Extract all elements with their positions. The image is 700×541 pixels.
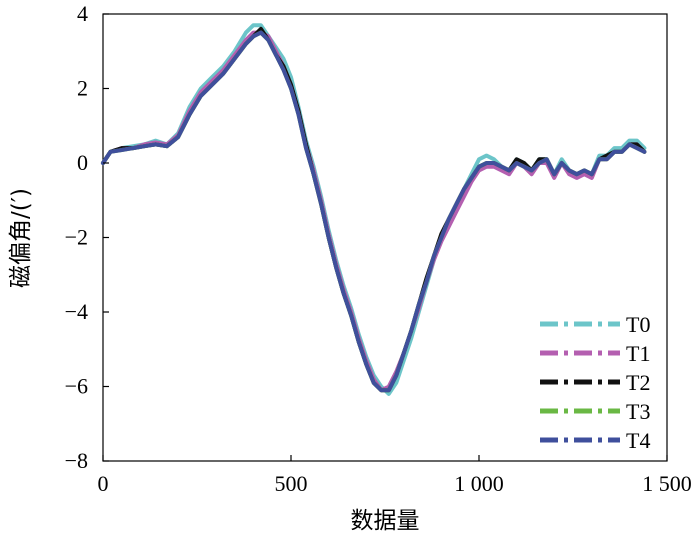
y-tick-label: −4 bbox=[65, 299, 88, 324]
series-line-t2 bbox=[101, 26, 647, 393]
legend-label-t0: T0 bbox=[626, 312, 650, 337]
series-line-t0 bbox=[101, 23, 647, 396]
x-tick-label: 1 000 bbox=[454, 471, 504, 496]
legend-label-t3: T3 bbox=[626, 399, 650, 424]
y-tick-label: 4 bbox=[77, 1, 88, 26]
x-tick-label: 500 bbox=[275, 471, 308, 496]
y-tick-label: −6 bbox=[65, 374, 88, 399]
series-line-t3 bbox=[101, 30, 647, 393]
series-line-t1 bbox=[101, 30, 647, 393]
legend: T0 T1 T2 T3 T4 bbox=[540, 312, 650, 453]
legend-label-t2: T2 bbox=[626, 370, 650, 395]
y-tick-label: 0 bbox=[77, 150, 88, 175]
x-tick-label: 1 500 bbox=[642, 471, 692, 496]
legend-label-t4: T4 bbox=[626, 428, 650, 453]
series-layer bbox=[101, 23, 647, 396]
y-tick-label: −2 bbox=[65, 225, 88, 250]
series-line-t4 bbox=[101, 30, 647, 393]
y-tick-label: −8 bbox=[65, 448, 88, 473]
x-tick-label: 0 bbox=[98, 471, 109, 496]
x-axis-title: 数据量 bbox=[351, 508, 420, 534]
legend-label-t1: T1 bbox=[626, 341, 650, 366]
y-axis-title: 磁偏角/(′) bbox=[8, 188, 34, 288]
plot-frame bbox=[102, 13, 668, 462]
ticks-layer: 0 500 1 000 1 500 −8 −6 −4 −2 0 2 4 bbox=[65, 1, 692, 496]
y-tick-label: 2 bbox=[77, 76, 88, 101]
